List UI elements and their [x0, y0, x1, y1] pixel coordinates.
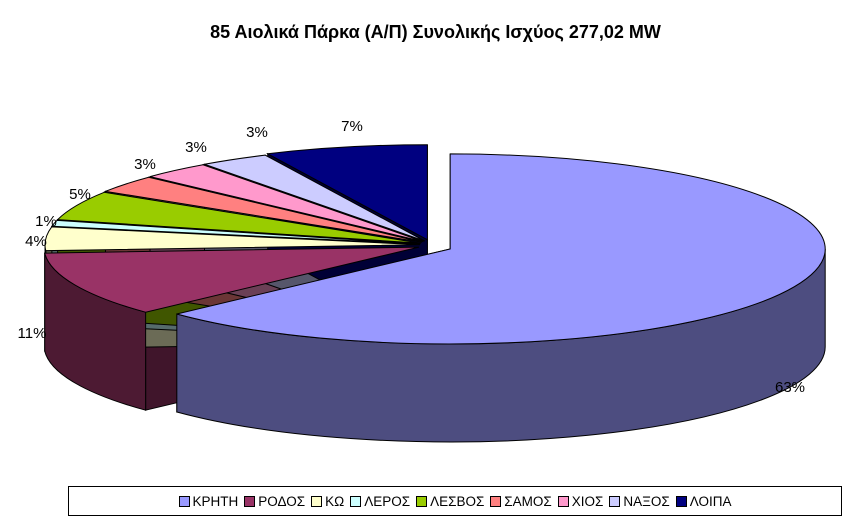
legend-swatch-λεσβος — [416, 495, 428, 507]
value-label-λοιπα: 7% — [341, 118, 363, 135]
pie-slice-χιος — [149, 164, 424, 243]
legend-swatch-λερος — [350, 495, 362, 507]
legend-item-λοιπα: ΛΟΙΠΑ — [675, 493, 732, 509]
legend-label: ΡΟΔΟΣ — [258, 493, 306, 509]
legend-label: ΝΑΞΟΣ — [623, 493, 670, 509]
chart-title: 85 Αιολικά Πάρκα (Α/Π) Συνολικής Ισχύος … — [210, 22, 661, 42]
pie-value-labels: 63% 11% 4% 1% 5% 3% 3% 3% 7% — [18, 118, 805, 396]
legend-label: ΚΡΗΤΗ — [192, 493, 239, 509]
value-label-κω: 4% — [25, 233, 47, 250]
legend-swatch-χιος — [557, 495, 569, 507]
pie-slice-κρητη — [176, 153, 826, 345]
pie-tops — [44, 144, 826, 345]
pie-slice-λοιπα — [266, 144, 428, 241]
legend-item-λεσβος: ΛΕΣΒΟΣ — [416, 494, 484, 509]
legend-item-κω: ΚΩ — [311, 494, 344, 509]
value-label-κρητη: 63% — [775, 379, 805, 396]
legend-label: ΛΟΙΠΑ — [689, 493, 732, 509]
value-label-σαμος: 3% — [134, 156, 156, 173]
value-label-χιος: 3% — [185, 139, 207, 156]
legend-swatch-ναξος — [609, 495, 621, 507]
legend-item-σαμος: ΣΑΜΟΣ — [490, 493, 552, 509]
legend-item-κρητη: ΚΡΗΤΗ — [178, 493, 239, 509]
legend-label: ΛΕΡΟΣ — [364, 493, 411, 509]
legend-swatch-κω — [311, 495, 323, 507]
legend-label: ΧΙΟΣ — [571, 493, 604, 509]
legend-swatch-κρητη — [178, 495, 190, 507]
legend-swatch-ροδος — [244, 495, 256, 507]
value-label-ναξος: 3% — [246, 124, 268, 141]
pie-slice-λερος — [50, 219, 421, 245]
pie-slice-ναξος — [202, 154, 426, 242]
legend-item-ροδος: ΡΟΔΟΣ — [244, 494, 305, 509]
legend-label: ΚΩ — [325, 493, 345, 509]
pie-slice-σαμος — [103, 176, 423, 243]
pie-chart: 63% 11% 4% 1% 5% 3% 3% 3% 7% — [18, 118, 826, 443]
legend: ΚΡΗΤΗ ΡΟΔΟΣ ΚΩ ΛΕΡΟΣ ΛΕΣΒΟΣ ΣΑΜΟΣ ΧΙΟΣ ΝΑΞΟΣ ΛΟΙ… — [68, 486, 842, 516]
legend-swatch-σαμος — [490, 495, 502, 507]
legend-item-λερος: ΛΕΡΟΣ — [350, 494, 410, 509]
pie-slice-κω — [44, 226, 421, 252]
pie-slice-ροδος — [44, 246, 420, 313]
legend-item-ναξος: ΝΑΞΟΣ — [609, 493, 670, 509]
value-label-λερος: 1% — [35, 213, 57, 230]
value-label-λεσβος: 5% — [69, 186, 91, 203]
value-label-ροδος: 11% — [18, 325, 47, 342]
legend-label: ΛΕΣΒΟΣ — [430, 493, 485, 509]
legend-item-χιος: ΧΙΟΣ — [557, 493, 604, 509]
legend-label: ΣΑΜΟΣ — [504, 493, 552, 509]
legend-swatch-λοιπα — [675, 495, 687, 507]
pie-slice-λεσβος — [56, 191, 421, 244]
